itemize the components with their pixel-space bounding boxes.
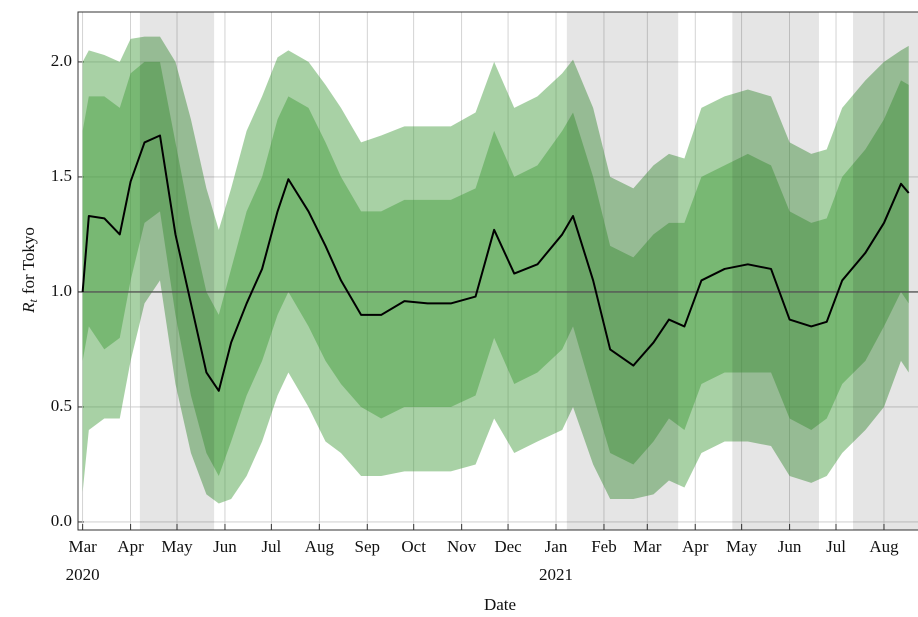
year-label: 2020 bbox=[66, 565, 100, 584]
x-tick-label: Apr bbox=[682, 537, 709, 556]
axes-frame bbox=[77, 11, 918, 531]
x-tick-label: Mar bbox=[68, 537, 97, 556]
x-tick-label: Jul bbox=[261, 537, 281, 556]
y-tick-label: 1.0 bbox=[51, 281, 72, 300]
x-tick-label: Jun bbox=[778, 537, 802, 556]
x-axis-label: Date bbox=[484, 595, 516, 614]
y-tick-label: 0.5 bbox=[51, 396, 72, 415]
x-tick-label: Apr bbox=[117, 537, 144, 556]
x-tick-label: Jun bbox=[213, 537, 237, 556]
year-label: 2021 bbox=[539, 565, 573, 584]
shaded-period bbox=[853, 12, 918, 530]
y-tick-label: 0.0 bbox=[51, 511, 72, 530]
shaded-period bbox=[732, 12, 819, 530]
y-tick-label: 1.5 bbox=[51, 166, 72, 185]
y-tick-label: 2.0 bbox=[51, 51, 72, 70]
x-tick-label: Sep bbox=[355, 537, 381, 556]
x-tick-label: Aug bbox=[305, 537, 335, 556]
x-tick-label: Jul bbox=[826, 537, 846, 556]
x-tick-label: Oct bbox=[401, 537, 426, 556]
x-tick-label: Dec bbox=[494, 537, 522, 556]
x-tick-label: May bbox=[161, 537, 193, 556]
band bbox=[82, 36, 909, 504]
x-tick-label: Jan bbox=[545, 537, 568, 556]
y-text: for Tokyo bbox=[19, 227, 38, 294]
x-tick-label: Aug bbox=[869, 537, 899, 556]
y-symbol: R bbox=[19, 302, 38, 314]
shaded-period bbox=[566, 12, 679, 530]
x-tick-label: Feb bbox=[591, 537, 617, 556]
x-tick-label: Nov bbox=[447, 537, 477, 556]
y-axis-label: Rt for Tokyo bbox=[19, 227, 40, 314]
shaded-period bbox=[139, 12, 215, 530]
median-line bbox=[81, 134, 910, 392]
band bbox=[82, 61, 909, 476]
x-tick-label: May bbox=[726, 537, 758, 556]
y-subscript: t bbox=[26, 298, 40, 302]
x-tick-label: Mar bbox=[633, 537, 662, 556]
